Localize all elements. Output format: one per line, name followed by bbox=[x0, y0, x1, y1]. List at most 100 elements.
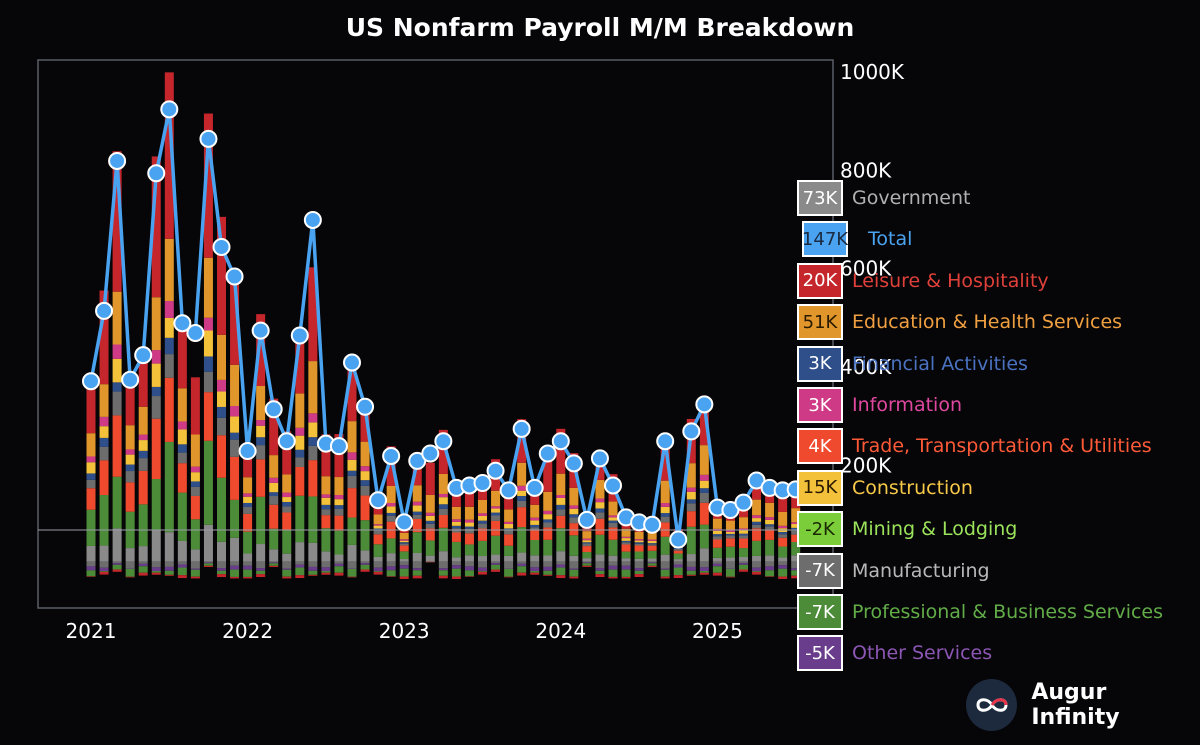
bar-segment bbox=[491, 508, 501, 513]
bar-segment-negative bbox=[86, 576, 96, 577]
bar-segment bbox=[308, 460, 318, 497]
bar-segment-negative bbox=[464, 566, 474, 571]
bar-segment bbox=[595, 554, 605, 562]
bar-segment bbox=[725, 531, 735, 534]
bar-segment bbox=[308, 445, 318, 461]
bar-segment-negative bbox=[739, 569, 748, 572]
bar-segment-negative bbox=[791, 561, 801, 569]
y-tick-label: 400K bbox=[840, 355, 892, 379]
bar-segment bbox=[99, 495, 109, 546]
bar-segment bbox=[569, 517, 579, 524]
bar-segment bbox=[412, 514, 422, 519]
bar-segment bbox=[99, 460, 109, 496]
bar-segment bbox=[621, 542, 631, 545]
bar-segment bbox=[86, 545, 96, 562]
bar-segment bbox=[739, 538, 748, 549]
bar-segment-negative bbox=[712, 561, 722, 564]
bar-segment bbox=[438, 527, 448, 552]
bar-segment bbox=[295, 466, 305, 496]
total-point bbox=[656, 432, 675, 451]
bar-segment bbox=[582, 540, 592, 543]
bar-segment-negative bbox=[739, 563, 748, 565]
bar-segment-negative bbox=[203, 561, 213, 563]
bar-segment bbox=[504, 545, 514, 556]
bar-segment-negative bbox=[464, 570, 474, 577]
bar-segment bbox=[543, 514, 553, 520]
bar-segment bbox=[243, 507, 253, 514]
total-point bbox=[329, 437, 348, 456]
bar-segment-negative bbox=[243, 561, 253, 566]
bar-segment-negative bbox=[608, 569, 618, 577]
bar-segment bbox=[230, 456, 240, 500]
bar-segment-negative bbox=[412, 561, 422, 569]
bar-segment bbox=[282, 512, 292, 530]
bar-segment bbox=[712, 518, 722, 529]
total-point bbox=[173, 314, 192, 333]
bar-segment bbox=[138, 504, 148, 547]
bar-segment bbox=[190, 549, 200, 562]
bar-segment bbox=[282, 506, 292, 513]
bar-segment-negative bbox=[164, 570, 174, 575]
bar-segment bbox=[595, 518, 605, 535]
bar-segment bbox=[334, 554, 344, 562]
bar-segment bbox=[360, 485, 370, 496]
bar-segment bbox=[347, 358, 357, 422]
bar-segment bbox=[269, 455, 279, 478]
bar-segment-negative bbox=[765, 576, 775, 577]
bar-segment-negative bbox=[269, 565, 279, 568]
bar-segment bbox=[504, 555, 514, 562]
bar-segment-negative bbox=[530, 571, 540, 573]
bar-segment-negative bbox=[739, 561, 748, 564]
bar-segment bbox=[504, 521, 514, 525]
bar-segment bbox=[125, 548, 135, 562]
bar-segment-negative bbox=[308, 561, 318, 567]
bar-segment-negative bbox=[334, 563, 344, 567]
bar-segment-negative bbox=[269, 561, 279, 563]
bar-segment bbox=[125, 425, 135, 450]
bar-segment bbox=[699, 480, 709, 489]
bar-segment bbox=[177, 316, 187, 389]
bar-segment bbox=[269, 398, 279, 456]
bar-segment-negative bbox=[778, 568, 788, 577]
bar-segment-negative bbox=[752, 571, 762, 575]
bar-segment-negative bbox=[125, 568, 135, 570]
bar-segment bbox=[243, 513, 253, 532]
bar-segment bbox=[373, 534, 383, 545]
legend-value-badge: -7K bbox=[797, 594, 843, 630]
legend-label: Construction bbox=[852, 476, 973, 499]
bar-segment-negative bbox=[86, 561, 96, 567]
bar-segment bbox=[164, 354, 174, 378]
bar-segment-negative bbox=[386, 570, 396, 577]
bar-segment bbox=[99, 545, 109, 562]
bar-segment bbox=[151, 479, 161, 530]
bar-segment-negative bbox=[386, 576, 396, 577]
bar-segment bbox=[712, 539, 722, 548]
bar-segment bbox=[634, 539, 644, 541]
bar-segment-negative bbox=[125, 576, 135, 578]
bar-segment-negative bbox=[569, 561, 579, 569]
bar-segment bbox=[347, 452, 357, 460]
bar-segment bbox=[243, 553, 253, 562]
bar-segment bbox=[190, 481, 200, 487]
bar-segment-negative bbox=[243, 565, 253, 570]
bar-segment bbox=[386, 446, 396, 486]
bar-segment bbox=[765, 539, 775, 556]
bar-segment-negative bbox=[556, 575, 566, 579]
bar-segment bbox=[86, 488, 96, 510]
bar-segment bbox=[634, 542, 644, 544]
bar-segment bbox=[569, 508, 579, 515]
bar-segment bbox=[373, 514, 383, 525]
bar-segment-negative bbox=[125, 568, 135, 577]
bar-segment-negative bbox=[556, 567, 566, 576]
bar-segment bbox=[491, 535, 501, 555]
bar-segment-negative bbox=[412, 568, 422, 571]
bar-segment bbox=[673, 553, 683, 560]
bar-segment bbox=[112, 151, 122, 292]
bar-segment bbox=[556, 495, 566, 498]
bar-segment-negative bbox=[752, 561, 762, 568]
bar-segment-negative bbox=[360, 561, 370, 564]
bar-segment bbox=[164, 337, 174, 355]
bar-segment-negative bbox=[347, 576, 357, 578]
bar-segment-negative bbox=[399, 568, 409, 577]
bar-segment-negative bbox=[778, 565, 788, 569]
